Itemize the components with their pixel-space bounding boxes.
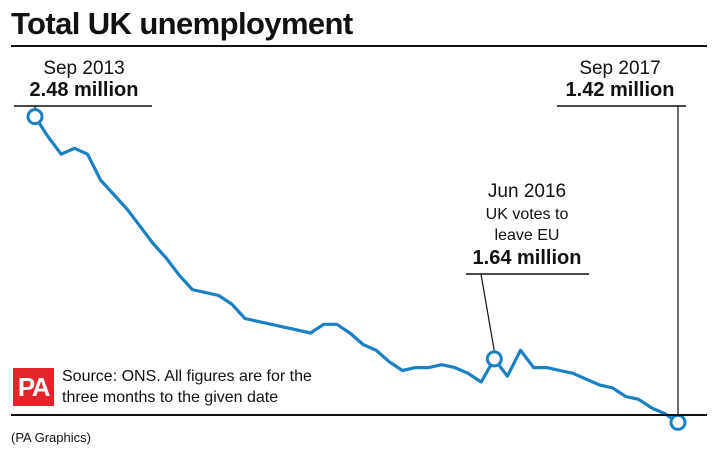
annotation-value: 1.42 million xyxy=(566,79,675,101)
annotation-date: Jun 2016 xyxy=(488,181,566,202)
title-rule xyxy=(11,45,707,47)
pa-logo: PA xyxy=(13,368,54,406)
unemployment-series-line xyxy=(33,114,680,424)
annotation-date: Sep 2013 xyxy=(43,58,124,79)
chart-title: Total UK unemployment xyxy=(11,6,353,41)
annotation-leader xyxy=(480,273,495,352)
annotation-date: Sep 2017 xyxy=(579,58,660,79)
annotation-note: leave EU xyxy=(495,227,560,244)
annotation-value: 1.64 million xyxy=(473,247,582,269)
series-layer xyxy=(33,114,680,424)
data-point-marker xyxy=(26,108,44,126)
annotation-note: UK votes to xyxy=(486,206,569,223)
footer-rule xyxy=(11,414,707,416)
marker-layer xyxy=(26,108,687,431)
data-point-marker xyxy=(485,350,503,368)
annotation-1: Jun 2016 UK votes to leave EU 1.64 million xyxy=(466,181,589,352)
source-note: Source: ONS. All figures are for the thr… xyxy=(62,368,312,406)
annotation-value: 2.48 million xyxy=(30,79,139,101)
data-point-marker xyxy=(669,413,687,431)
image-credit: (PA Graphics) xyxy=(11,430,91,445)
